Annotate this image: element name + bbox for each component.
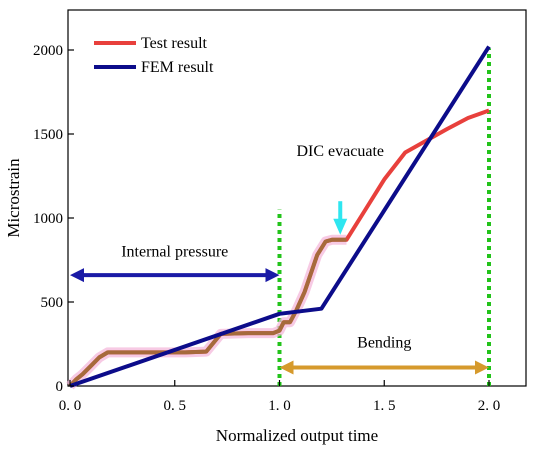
- fem-result-line: [69, 45, 491, 388]
- legend-label: Test result: [141, 35, 208, 52]
- x-axis-title: Normalized output time: [216, 426, 378, 445]
- bending-arrow-head-right: [475, 360, 489, 375]
- y-tick-label: 1000: [33, 211, 63, 227]
- test-result-halo: [66, 234, 347, 390]
- x-tick-label: 1. 0: [268, 398, 291, 414]
- bending-arrow-label: Bending: [357, 334, 411, 351]
- internal-pressure-arrow-head-left: [70, 268, 84, 283]
- bending-arrow-head-left: [279, 360, 294, 375]
- annotations: Internal pressure Bending DIC evacuate: [70, 143, 489, 375]
- dic-evacuate-arrow-head: [333, 218, 348, 235]
- y-tick-label: 2000: [33, 43, 63, 59]
- legend: Test result FEM result: [94, 35, 214, 76]
- y-tick-label: 500: [41, 295, 64, 311]
- y-tick-label: 0: [56, 379, 64, 395]
- x-tick-label: 0. 0: [59, 398, 82, 414]
- plot-frame: [67, 9, 527, 387]
- series-group: [66, 45, 491, 390]
- axis-ticks: 0. 0 0. 5 1. 0 1. 5 2. 0 0 500 1000 1500 2000: [33, 43, 500, 414]
- internal-pressure-arrow-head-right: [265, 268, 280, 283]
- y-tick-label: 1500: [33, 127, 63, 143]
- x-tick-label: 0. 5: [164, 398, 187, 414]
- reference-lines: [277, 48, 491, 386]
- test-result-overlay-line: [68, 237, 347, 388]
- y-axis-title: Microstrain: [4, 158, 23, 238]
- x-tick-label: 1. 5: [373, 398, 396, 414]
- plot-area: [67, 9, 527, 387]
- dic-evacuate-label: DIC evacuate: [296, 143, 384, 160]
- internal-pressure-arrow-label: Internal pressure: [121, 244, 228, 261]
- legend-label: FEM result: [141, 59, 214, 76]
- x-tick-label: 2. 0: [478, 398, 501, 414]
